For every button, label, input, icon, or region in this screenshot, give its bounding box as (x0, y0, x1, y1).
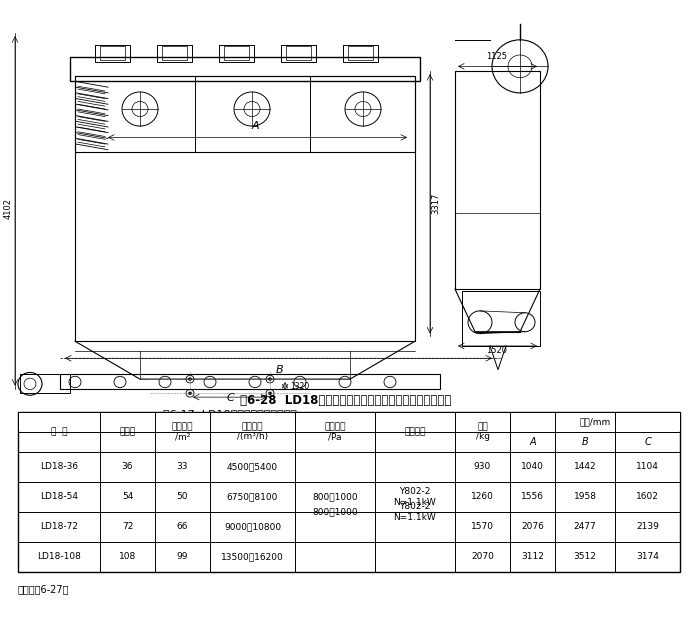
Text: 质量
/kg: 质量 /kg (475, 422, 489, 442)
Text: LD18-108: LD18-108 (37, 552, 81, 562)
Text: LD18-72: LD18-72 (40, 522, 78, 531)
Text: 图6-17  LD18型机械振打袋式除尘器: 图6-17 LD18型机械振打袋式除尘器 (163, 409, 297, 419)
Bar (70, 57, 420, 81)
Bar (75, 76, 415, 341)
Text: 99: 99 (176, 552, 188, 562)
Text: LD18-36: LD18-36 (40, 462, 78, 471)
Text: 过滤面积
/m²: 过滤面积 /m² (172, 422, 193, 442)
Bar (455, 71, 540, 289)
Text: 3174: 3174 (636, 552, 659, 562)
Bar (156, 412, 210, 431)
Text: 1556: 1556 (521, 492, 544, 501)
Bar (60, 374, 440, 389)
Text: 1125: 1125 (486, 52, 507, 61)
Text: 33: 33 (176, 462, 188, 471)
Bar (210, 412, 295, 431)
Text: LD18-54: LD18-54 (40, 492, 78, 501)
Bar (343, 45, 378, 62)
Text: B: B (581, 437, 588, 447)
Text: 处理气量
/(m³/h): 处理气量 /(m³/h) (237, 422, 268, 442)
Text: 1520: 1520 (486, 346, 507, 355)
Bar (95, 45, 130, 62)
Bar (455, 71, 540, 213)
Text: 3512: 3512 (574, 552, 597, 562)
Text: 表6-28  LD18型机械振打袋式除尘器技术性能和外形尺寸: 表6-28 LD18型机械振打袋式除尘器技术性能和外形尺寸 (240, 394, 452, 407)
Text: 1602: 1602 (636, 492, 659, 501)
Text: 型  号: 型 号 (51, 427, 67, 436)
Text: 滤袋数: 滤袋数 (120, 427, 136, 436)
Text: 4500～5400: 4500～5400 (227, 462, 278, 471)
Text: 2477: 2477 (574, 522, 597, 531)
Text: 1958: 1958 (574, 492, 597, 501)
Bar (224, 47, 249, 60)
Text: 3112: 3112 (521, 552, 544, 562)
Text: Y802-2
N=1.1kW: Y802-2 N=1.1kW (394, 502, 437, 521)
Circle shape (268, 378, 271, 381)
Text: B: B (276, 365, 284, 375)
Text: 2076: 2076 (521, 522, 544, 531)
Text: 1570: 1570 (471, 522, 494, 531)
Bar (100, 412, 154, 431)
Text: 4102: 4102 (3, 198, 12, 219)
Text: 1320: 1320 (290, 382, 309, 391)
Bar (19, 412, 100, 431)
Text: 13500～16200: 13500～16200 (221, 552, 284, 562)
Bar (75, 76, 415, 152)
Text: 66: 66 (176, 522, 188, 531)
Text: 36: 36 (122, 462, 134, 471)
Bar (295, 511, 374, 512)
Circle shape (268, 392, 271, 395)
Text: 压力损失
/Pa: 压力损失 /Pa (325, 422, 346, 442)
Text: 2139: 2139 (636, 522, 659, 531)
Text: A: A (529, 437, 536, 447)
Text: 108: 108 (119, 552, 136, 562)
Bar (376, 481, 455, 482)
Text: 9000～10800: 9000～10800 (224, 522, 281, 531)
Text: 800～1000: 800～1000 (312, 508, 358, 516)
Text: A: A (251, 121, 259, 131)
Bar (376, 511, 455, 512)
Bar (20, 374, 70, 393)
Bar (18, 412, 680, 572)
Bar (157, 45, 192, 62)
Text: 54: 54 (122, 492, 133, 501)
Circle shape (188, 392, 192, 395)
Bar (162, 47, 187, 60)
Text: C: C (226, 393, 234, 403)
Text: C: C (644, 437, 651, 447)
Bar (462, 291, 540, 346)
Bar (348, 47, 373, 60)
Bar (455, 412, 509, 431)
Bar (295, 481, 374, 482)
Text: 1260: 1260 (471, 492, 494, 501)
Text: 3317: 3317 (432, 193, 441, 215)
Text: 2070: 2070 (471, 552, 494, 562)
Text: 1040: 1040 (521, 462, 544, 471)
Bar (511, 412, 680, 431)
Text: 1104: 1104 (636, 462, 659, 471)
Bar (286, 47, 311, 60)
Bar (219, 45, 254, 62)
Text: 6750～8100: 6750～8100 (227, 492, 278, 501)
Text: 50: 50 (176, 492, 188, 501)
Text: 72: 72 (122, 522, 133, 531)
Text: 1442: 1442 (574, 462, 597, 471)
Text: 930: 930 (474, 462, 491, 471)
Text: 注：同表6-27。: 注：同表6-27。 (18, 584, 69, 594)
Text: Y802-2
N=1.1kW: Y802-2 N=1.1kW (394, 487, 437, 506)
Bar (376, 412, 455, 431)
Circle shape (188, 378, 192, 381)
Bar (295, 412, 374, 431)
Text: 800～1000: 800～1000 (312, 492, 358, 501)
Text: 电机型号: 电机型号 (404, 427, 426, 436)
Text: 尺寸/mm: 尺寸/mm (579, 417, 610, 426)
Bar (281, 45, 316, 62)
Bar (100, 47, 125, 60)
